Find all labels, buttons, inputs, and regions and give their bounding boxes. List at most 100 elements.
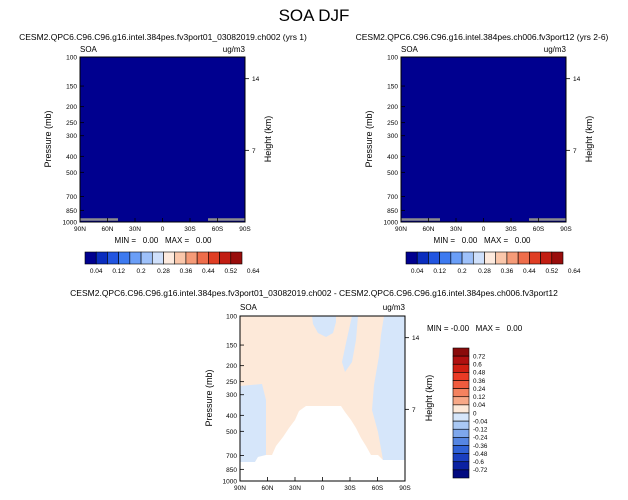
panel-left-label: SOA — [240, 303, 258, 312]
y2-tick-label: 7 — [573, 148, 577, 155]
colorbar-swatch — [107, 251, 119, 265]
colorbar-swatch — [219, 251, 232, 265]
field-negative-upper-right — [342, 316, 358, 372]
colorbar-swatch — [495, 251, 508, 265]
y2-tick-label: 14 — [412, 335, 420, 342]
y-tick-label: 150 — [66, 84, 77, 91]
colorbar-swatch — [452, 355, 470, 365]
colorbar-swatch — [405, 251, 418, 265]
panel-right-label: ug/m3 — [544, 45, 567, 54]
y-tick-label: 1000 — [63, 220, 78, 227]
colorbar-label: 0.24 — [473, 386, 486, 393]
colorbar-swatch — [461, 251, 474, 265]
colorbar-label: -0.36 — [473, 443, 488, 450]
colorbar-label: 0.44 — [523, 268, 536, 275]
y-tick-label: 1000 — [384, 220, 399, 227]
colorbar-swatch — [551, 251, 564, 265]
y-tick-label: 200 — [226, 363, 237, 370]
panel-top-right: CESM2.QPC6.C96.C96.g16.intel.384pes.ch00… — [356, 32, 609, 245]
y-tick-label: 300 — [387, 133, 398, 140]
y2-axis-label: Height (km) — [263, 116, 273, 163]
colorbar-swatch — [452, 461, 470, 471]
panel-right-label: ug/m3 — [223, 45, 246, 54]
colorbar-label: 0.2 — [458, 268, 467, 275]
x-tick-label: 60N — [423, 226, 435, 233]
colorbar-swatch — [506, 251, 519, 265]
colorbar-label: 0.04 — [411, 268, 424, 275]
colorbar-label: 0.36 — [180, 268, 193, 275]
colorbar-swatch — [540, 251, 553, 265]
colorbar-swatch — [452, 437, 470, 446]
colorbar-swatch — [118, 251, 131, 265]
colorbar-label: -0.72 — [473, 467, 488, 474]
y-tick-label: 300 — [226, 392, 237, 399]
x-tick-label: 30N — [450, 226, 462, 233]
colorbar-swatch — [452, 420, 470, 430]
colorbar-swatch — [208, 251, 220, 265]
colorbar-label: 0.04 — [90, 268, 103, 275]
x-tick-label: 30S — [184, 226, 196, 233]
colorbar-swatch — [517, 251, 530, 265]
y2-tick-label: 7 — [252, 148, 256, 155]
colorbar-swatch — [452, 347, 470, 357]
y2-axis-label: Height (km) — [424, 375, 434, 422]
colorbar-swatch — [140, 251, 153, 265]
colorbar-top-right: 0.04 0.12 0.2 0.28 0.36 0.44 0.52 0.64 — [405, 251, 581, 275]
colorbar-label: 0.64 — [247, 268, 260, 275]
min-max-stats: MIN = -0.00 MAX = 0.00 — [427, 324, 523, 333]
field-negative-top-center — [312, 316, 336, 337]
colorbar-swatch — [230, 251, 243, 265]
colorbar-swatch — [452, 428, 470, 438]
colorbar-label: 0.36 — [501, 268, 514, 275]
min-max-stats: MIN = 0.00 MAX = 0.00 — [115, 236, 212, 245]
panel-title: CESM2.QPC6.C96.C96.g16.intel.384pes.ch00… — [356, 32, 609, 42]
x-tick-label: 90S — [560, 226, 572, 233]
colorbar-label: -0.12 — [473, 427, 488, 434]
colorbar-swatch — [452, 372, 470, 381]
colorbar-label: 0.28 — [157, 268, 170, 275]
x-tick-label: 60N — [102, 226, 114, 233]
field-zero-lower — [240, 406, 405, 481]
colorbar-label: 0.64 — [568, 268, 581, 275]
colorbar-swatch — [129, 251, 142, 265]
colorbar-swatch — [452, 469, 470, 479]
x-tick-label: 90S — [239, 226, 251, 233]
y-tick-label: 850 — [66, 208, 77, 215]
plot-field — [401, 57, 566, 222]
colorbar-label: 0.28 — [478, 268, 491, 275]
y-tick-label: 700 — [66, 194, 77, 201]
y-tick-label: 400 — [387, 154, 398, 161]
y-tick-label: 500 — [66, 170, 77, 177]
x-tick-label: 0 — [321, 485, 325, 492]
y-tick-label: 400 — [226, 413, 237, 420]
colorbar-label: 0.2 — [137, 268, 146, 275]
colorbar-swatch — [452, 453, 470, 463]
x-tick-label: 0 — [161, 226, 165, 233]
colorbar-swatch — [529, 251, 541, 265]
page-title: SOA DJF — [279, 6, 350, 25]
y-tick-label: 200 — [66, 104, 77, 111]
colorbar-label: 0.12 — [433, 268, 446, 275]
colorbar-swatch — [95, 251, 108, 265]
colorbar-swatch — [450, 251, 463, 265]
y-tick-label: 200 — [387, 104, 398, 111]
y-tick-label: 850 — [387, 208, 398, 215]
field-negative-right — [372, 316, 405, 460]
colorbar-label: 0.36 — [473, 378, 486, 385]
colorbar-swatch — [472, 251, 485, 265]
x-tick-label: 0 — [482, 226, 486, 233]
y-tick-label: 400 — [66, 154, 77, 161]
x-tick-label: 30N — [129, 226, 141, 233]
colorbar-swatch — [185, 251, 198, 265]
colorbar-swatch — [452, 445, 470, 454]
colorbar-swatch — [163, 251, 176, 265]
colorbar-swatch — [428, 251, 440, 265]
colorbar-swatch — [452, 396, 470, 406]
y-tick-label: 500 — [226, 429, 237, 436]
x-tick-label: 30S — [505, 226, 517, 233]
x-tick-label: 30N — [289, 485, 301, 492]
min-max-stats: MIN = 0.00 MAX = 0.00 — [434, 236, 531, 245]
x-tick-label: 30S — [344, 485, 356, 492]
colorbar-swatch — [484, 251, 497, 265]
